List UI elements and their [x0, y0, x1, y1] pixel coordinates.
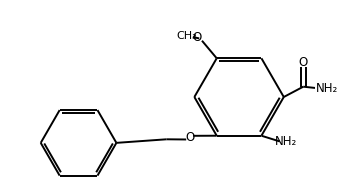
- Text: O: O: [185, 131, 194, 144]
- Text: O: O: [193, 30, 202, 43]
- Text: NH₂: NH₂: [275, 135, 297, 148]
- Text: CH₃: CH₃: [177, 31, 198, 41]
- Text: O: O: [299, 56, 308, 69]
- Text: NH₂: NH₂: [316, 82, 338, 95]
